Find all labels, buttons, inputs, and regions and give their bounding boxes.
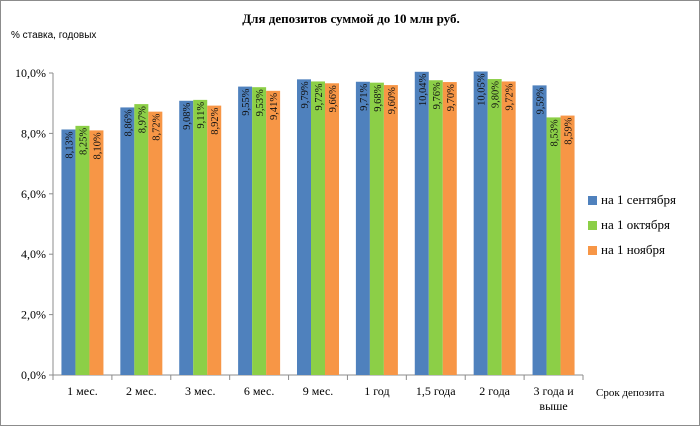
bar	[532, 85, 547, 375]
data-label: 9,55%	[241, 88, 252, 115]
data-label: 9,08%	[182, 103, 193, 130]
bar	[369, 82, 384, 375]
bar	[560, 115, 575, 375]
bar	[179, 100, 194, 375]
data-label: 9,79%	[300, 81, 311, 108]
bar	[148, 111, 163, 375]
x-tick-label: 6 мес.	[244, 384, 275, 398]
legend-swatch	[588, 221, 597, 230]
bar	[193, 99, 208, 376]
bar	[383, 85, 398, 375]
data-label: 9,80%	[491, 81, 502, 108]
bar	[355, 81, 370, 376]
y-axis-label: % ставка, годовых	[11, 30, 96, 41]
bar	[134, 104, 149, 375]
chart-title: Для депозитов суммой до 10 млн руб.	[242, 11, 460, 26]
x-tick-label: 1,5 года	[416, 384, 456, 398]
x-tick-label: 1 мес.	[67, 384, 98, 398]
y-tick-label: 6,0%	[21, 187, 46, 201]
legend-label: на 1 ноября	[601, 242, 665, 257]
bar	[414, 71, 429, 376]
data-label: 10,04%	[418, 74, 429, 107]
x-tick-label: 9 мес.	[303, 384, 334, 398]
bar	[428, 80, 443, 376]
legend-label: на 1 сентября	[601, 192, 676, 207]
data-label: 8,25%	[78, 128, 89, 155]
x-tick-label: 2 мес.	[126, 384, 157, 398]
bar	[75, 125, 90, 375]
x-tick-label: 2 года	[479, 384, 510, 398]
legend-swatch	[588, 196, 597, 205]
bar	[442, 82, 457, 375]
bar	[120, 107, 135, 375]
x-axis-label: Срок депозита	[596, 387, 664, 399]
data-label: 9,70%	[446, 84, 457, 111]
bar	[238, 86, 253, 375]
bar	[473, 71, 488, 376]
bar	[252, 87, 267, 375]
data-label: 9,71%	[359, 84, 370, 111]
data-label: 9,72%	[505, 83, 516, 110]
bar	[546, 117, 561, 376]
plot-area: 0,0% 2,0% 4,0% 6,0% 8,0% 10,0% 1 мес. 2 мес. 3 м…	[15, 66, 584, 413]
data-label: 10,05%	[477, 73, 488, 106]
data-label: 9,11%	[196, 102, 207, 129]
data-label: 8,53%	[550, 119, 561, 146]
data-label: 9,60%	[387, 87, 398, 114]
data-label: 8,13%	[64, 131, 75, 158]
data-label: 8,92%	[210, 107, 221, 134]
legend: на 1 сентября на 1 октября на 1 ноября	[588, 192, 676, 257]
legend-label: на 1 октября	[601, 217, 670, 232]
y-tick-label: 10,0%	[15, 66, 46, 80]
data-label: 9,59%	[536, 87, 547, 114]
data-label: 8,10%	[92, 132, 103, 159]
data-label: 9,76%	[432, 82, 443, 109]
bar	[266, 90, 281, 376]
legend-swatch	[588, 246, 597, 255]
bar	[501, 81, 516, 376]
y-tick-label: 8,0%	[21, 126, 46, 140]
data-label: 8,72%	[151, 113, 162, 140]
data-label: 8,59%	[564, 117, 575, 144]
data-label: 9,53%	[255, 89, 266, 116]
x-tick-label: 3 года и выше	[533, 384, 574, 413]
y-tick-label: 2,0%	[21, 308, 46, 322]
x-tick-label: 3 мес.	[185, 384, 216, 398]
bar	[89, 130, 104, 375]
bar	[325, 83, 339, 375]
bar	[207, 105, 222, 375]
bar	[297, 79, 311, 375]
data-label: 8,97%	[137, 106, 148, 133]
bar	[61, 129, 76, 375]
bar	[311, 81, 325, 376]
bar	[487, 79, 502, 375]
data-label: 9,66%	[328, 85, 339, 112]
data-label: 8,86%	[123, 109, 134, 136]
data-label: 9,72%	[314, 83, 325, 110]
data-label: 9,68%	[373, 84, 384, 111]
y-tick-label: 4,0%	[21, 247, 46, 261]
x-tick-label: 1 год	[364, 384, 389, 398]
data-label: 9,41%	[269, 93, 280, 120]
y-tick-label: 0,0%	[21, 368, 46, 382]
